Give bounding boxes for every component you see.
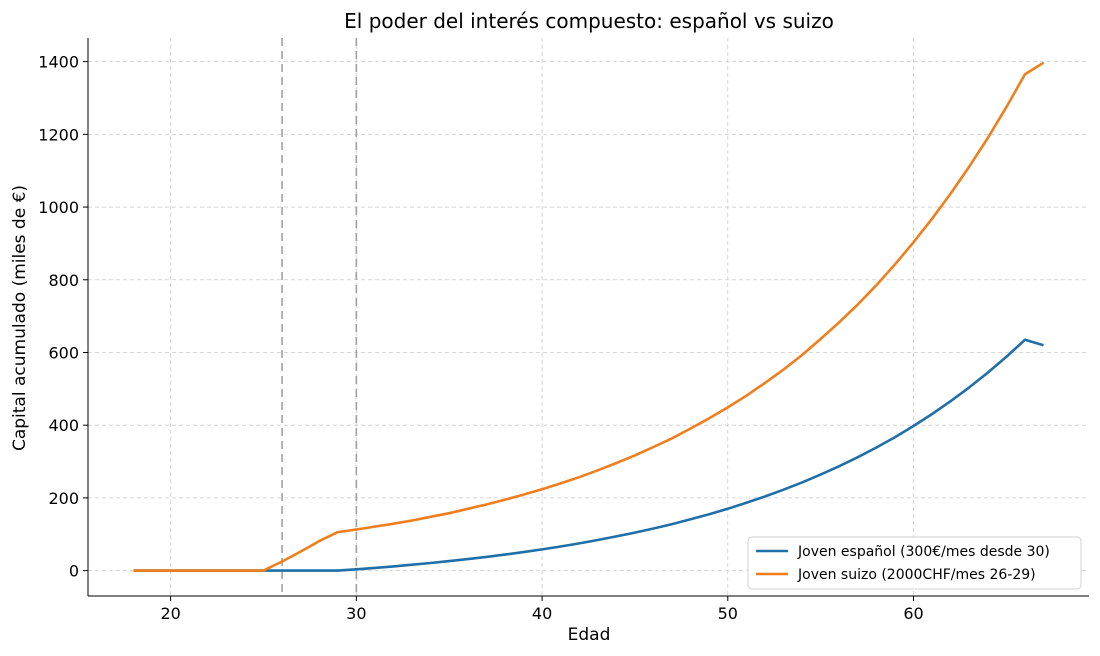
y-tick-label: 800 <box>48 271 79 290</box>
x-tick-label: 20 <box>160 604 180 623</box>
x-axis-title: Edad <box>568 625 611 645</box>
legend-label: Joven suizo (2000CHF/mes 26-29) <box>797 567 1036 583</box>
chart-title: El poder del interés compuesto: español … <box>344 9 834 33</box>
y-tick-label: 0 <box>69 562 79 581</box>
x-tick-label: 30 <box>346 604 366 623</box>
series-line-2 <box>133 61 1045 572</box>
legend-box <box>747 536 1082 590</box>
legend: Joven español (300€/mes desde 30) Joven s… <box>747 536 1082 590</box>
x-tick-label: 50 <box>718 604 738 623</box>
axes <box>83 38 1089 601</box>
x-tick-label: 60 <box>903 604 923 623</box>
y-tick-label: 1000 <box>38 198 79 217</box>
legend-label: Joven español (300€/mes desde 30) <box>797 544 1050 560</box>
y-tick-label: 400 <box>48 416 79 435</box>
y-axis-title: Capital acumulado (miles de €) <box>10 185 30 451</box>
y-tick-label: 1400 <box>38 53 79 72</box>
grid <box>88 38 1089 596</box>
y-tick-label: 600 <box>48 343 79 362</box>
series-line-1 <box>133 338 1044 572</box>
series-group <box>133 61 1045 572</box>
y-tick-label: 1200 <box>38 125 79 144</box>
y-tick-label: 200 <box>48 489 79 508</box>
reference-lines <box>281 38 358 596</box>
x-tick-label: 40 <box>532 604 552 623</box>
